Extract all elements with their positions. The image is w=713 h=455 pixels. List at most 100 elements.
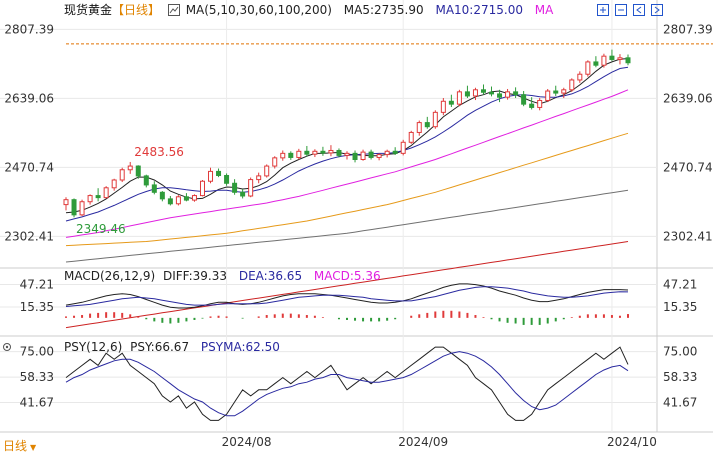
- candle: [513, 87, 519, 98]
- candle-body: [577, 73, 583, 81]
- ma200-line: [65, 241, 629, 329]
- candle-body: [505, 91, 511, 98]
- candle-body: [472, 89, 478, 97]
- candle-body: [489, 91, 495, 95]
- low-price-label: 2349.46: [76, 222, 126, 236]
- candle: [127, 161, 133, 174]
- candle-body: [336, 149, 342, 156]
- candle: [464, 85, 470, 98]
- candle: [489, 86, 495, 97]
- candle: [416, 120, 422, 136]
- candlestick-series: [63, 49, 631, 218]
- candle-body: [296, 150, 302, 158]
- psy-panel: [65, 346, 629, 421]
- candle-body: [344, 152, 350, 156]
- candle: [497, 89, 503, 103]
- candle: [360, 149, 366, 161]
- candle-body: [545, 90, 551, 101]
- candle: [103, 186, 109, 199]
- ma5-value: MA5:2735.90: [343, 3, 424, 17]
- ma100-line: [65, 189, 629, 263]
- candle-body: [95, 195, 101, 199]
- candle: [111, 178, 117, 191]
- macd-y-tick-left: 15.35: [20, 300, 54, 314]
- macd-y-tick-right: 47.21: [663, 277, 697, 291]
- candle: [296, 148, 302, 160]
- instrument-title: 现货黄金: [64, 3, 113, 17]
- candle: [256, 172, 262, 184]
- candle: [344, 151, 350, 160]
- macd-y-tick-left: 47.21: [20, 277, 54, 291]
- zoom-in-icon[interactable]: [596, 3, 610, 16]
- ma5-line: [65, 58, 629, 214]
- candle: [175, 195, 181, 206]
- candle-body: [416, 122, 422, 133]
- candle: [625, 54, 631, 66]
- candle: [208, 167, 214, 184]
- candle-body: [384, 150, 390, 156]
- candle-body: [513, 91, 519, 96]
- candle-body: [497, 93, 503, 98]
- candle-body: [103, 187, 109, 199]
- candle-body: [191, 195, 197, 201]
- moving-average-lines: [65, 58, 629, 329]
- price-y-tick-right: 2302.41: [663, 229, 713, 243]
- candle: [368, 149, 374, 160]
- macd-y-tick-right: 15.35: [663, 300, 697, 314]
- period-selector-label: 日线: [3, 439, 28, 453]
- price-y-tick-left: 2807.39: [4, 22, 54, 36]
- zoom-out-icon[interactable]: [614, 3, 628, 16]
- grid-lines: [0, 0, 657, 432]
- scroll-right-icon[interactable]: [650, 3, 664, 16]
- ma-settings-icon[interactable]: [167, 4, 180, 19]
- candle: [224, 173, 230, 186]
- candle: [537, 98, 543, 111]
- candle-body: [183, 196, 189, 201]
- candle-body: [537, 99, 543, 108]
- candle-body: [175, 196, 181, 205]
- candle-body: [529, 103, 535, 108]
- candle: [448, 94, 454, 108]
- candle: [183, 193, 189, 202]
- candle: [216, 168, 222, 178]
- price-y-tick-right: 2639.06: [663, 91, 713, 105]
- ma10-value: MA10:2715.00: [435, 3, 523, 17]
- candle-body: [87, 195, 93, 203]
- candle-body: [440, 100, 446, 113]
- candle: [609, 49, 615, 62]
- psyma-value: PSYMA:62.50: [200, 340, 280, 354]
- candle: [617, 54, 623, 65]
- candle-body: [521, 94, 527, 105]
- period-tag[interactable]: 【日线】: [112, 3, 161, 17]
- candle: [143, 174, 149, 188]
- ma60-line: [65, 132, 629, 247]
- candle: [95, 188, 101, 202]
- candle: [569, 78, 575, 92]
- candle: [336, 148, 342, 158]
- y-axis-labels: 2807.39 2807.39 2639.06 2639.06 2470.74 2470.…: [4, 22, 712, 409]
- period-selector-button[interactable]: 日线 ▼: [3, 437, 36, 454]
- candle-body: [127, 165, 133, 171]
- candle: [240, 189, 246, 199]
- candle-body: [617, 57, 623, 60]
- chevron-down-icon: ▼: [30, 443, 37, 452]
- candle: [79, 199, 85, 217]
- candle-body: [312, 150, 318, 155]
- candle: [376, 153, 382, 161]
- candle: [288, 151, 294, 160]
- candle-body: [248, 179, 254, 197]
- psy-settings-icon[interactable]: [2, 341, 12, 355]
- psy-params: PSY(12,6): [64, 340, 123, 354]
- candle-body: [232, 182, 238, 193]
- ma-more: MA: [534, 3, 554, 17]
- price-y-tick-right: 2807.39: [663, 22, 713, 36]
- scroll-left-icon[interactable]: [632, 3, 646, 16]
- psy-y-tick-right: 75.00: [663, 345, 697, 359]
- candle: [432, 110, 438, 129]
- candle: [408, 130, 414, 144]
- candle: [304, 145, 310, 157]
- psy-legend: PSY(12,6) PSY:66.67 PSYMA:62.50: [64, 340, 288, 354]
- candle: [593, 56, 599, 68]
